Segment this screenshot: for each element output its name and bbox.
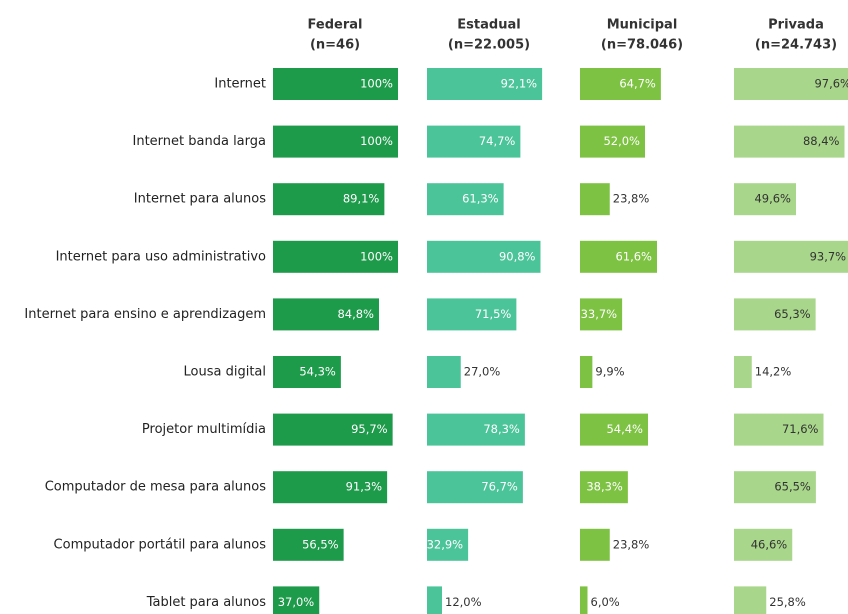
value-label: 37,0% — [278, 595, 315, 609]
value-label: 100% — [360, 249, 393, 263]
bar — [273, 125, 398, 158]
bar — [580, 413, 648, 446]
value-label: 61,6% — [615, 249, 652, 263]
bar — [734, 471, 816, 504]
bar — [273, 240, 398, 273]
value-label: 14,2% — [755, 365, 792, 379]
value-label: 71,6% — [782, 422, 819, 436]
bar — [580, 356, 593, 388]
bar — [580, 586, 588, 614]
bar — [427, 298, 517, 331]
value-label: 25,8% — [769, 595, 806, 609]
bar — [580, 68, 661, 100]
category-label: Projetor multimídia — [142, 422, 266, 437]
bar — [273, 183, 385, 216]
series-name: Municipal — [607, 18, 678, 33]
bar — [427, 125, 521, 158]
bar — [734, 528, 793, 561]
value-label: 52,0% — [603, 134, 640, 148]
bar — [273, 471, 388, 504]
value-label: 65,3% — [774, 307, 811, 321]
bar — [734, 240, 848, 273]
bar — [427, 528, 469, 561]
value-label: 89,1% — [343, 192, 380, 206]
bar — [580, 125, 645, 158]
value-label: 92,1% — [501, 77, 538, 91]
value-label: 78,3% — [483, 422, 520, 436]
value-label: 6,0% — [591, 595, 620, 609]
value-label: 71,5% — [475, 307, 512, 321]
category-label: Internet banda larga — [133, 134, 266, 149]
category-label: Internet para uso administrativo — [56, 249, 266, 264]
value-label: 100% — [360, 77, 393, 91]
category-label: Computador de mesa para alunos — [45, 480, 267, 495]
category-label: Internet — [214, 77, 266, 92]
bar — [734, 413, 824, 446]
bar — [427, 413, 525, 446]
value-label: 95,7% — [351, 422, 388, 436]
value-label: 56,5% — [302, 537, 339, 551]
series-subtitle: (n=78.046) — [601, 38, 683, 53]
value-label: 97,6% — [814, 77, 848, 91]
value-label: 90,8% — [499, 249, 536, 263]
series-name: Federal — [308, 18, 363, 33]
category-label: Tablet para alunos — [146, 595, 267, 610]
value-label: 33,7% — [581, 307, 618, 321]
series-name: Estadual — [457, 18, 520, 33]
bar — [580, 528, 610, 561]
value-label: 9,9% — [595, 365, 624, 379]
category-label: Internet para alunos — [134, 192, 266, 207]
bar — [427, 240, 541, 273]
value-label: 65,5% — [774, 480, 811, 494]
value-label: 54,3% — [299, 365, 336, 379]
value-label: 93,7% — [810, 249, 847, 263]
value-label: 84,8% — [337, 307, 374, 321]
bar — [580, 240, 657, 273]
value-label: 23,8% — [613, 537, 650, 551]
value-label: 61,3% — [462, 192, 499, 206]
bar — [273, 68, 398, 100]
bar — [734, 298, 816, 331]
value-label: 74,7% — [479, 134, 516, 148]
category-label: Computador portátil para alunos — [54, 537, 267, 552]
bar — [273, 586, 320, 614]
bar — [427, 68, 543, 100]
category-label: Lousa digital — [184, 365, 266, 380]
bar — [427, 356, 461, 388]
value-label: 38,3% — [586, 480, 623, 494]
bar — [734, 125, 845, 158]
value-label: 23,8% — [613, 192, 650, 206]
bar — [580, 471, 628, 504]
bar — [273, 413, 393, 446]
bar — [734, 356, 752, 388]
bar — [580, 183, 610, 216]
bar — [273, 298, 379, 331]
bar — [580, 298, 623, 331]
bar — [427, 183, 504, 216]
series-subtitle: (n=22.005) — [448, 38, 530, 53]
value-label: 27,0% — [464, 365, 501, 379]
category-label: Internet para ensino e aprendizagem — [24, 307, 266, 322]
bar — [273, 356, 341, 388]
value-label: 12,0% — [445, 595, 482, 609]
value-label: 76,7% — [481, 480, 518, 494]
value-label: 91,3% — [346, 480, 383, 494]
value-label: 64,7% — [619, 77, 656, 91]
value-label: 100% — [360, 134, 393, 148]
bar — [427, 586, 442, 614]
bar — [734, 586, 767, 614]
series-subtitle: (n=46) — [310, 38, 360, 53]
value-label: 32,9% — [427, 537, 464, 551]
bar — [734, 183, 796, 216]
bar — [427, 471, 523, 504]
series-subtitle: (n=24.743) — [755, 38, 837, 53]
value-label: 88,4% — [803, 134, 840, 148]
series-name: Privada — [768, 18, 824, 33]
value-label: 49,6% — [754, 192, 791, 206]
bar — [734, 68, 848, 100]
value-label: 46,6% — [751, 537, 788, 551]
bar — [273, 528, 344, 561]
value-label: 54,4% — [606, 422, 643, 436]
